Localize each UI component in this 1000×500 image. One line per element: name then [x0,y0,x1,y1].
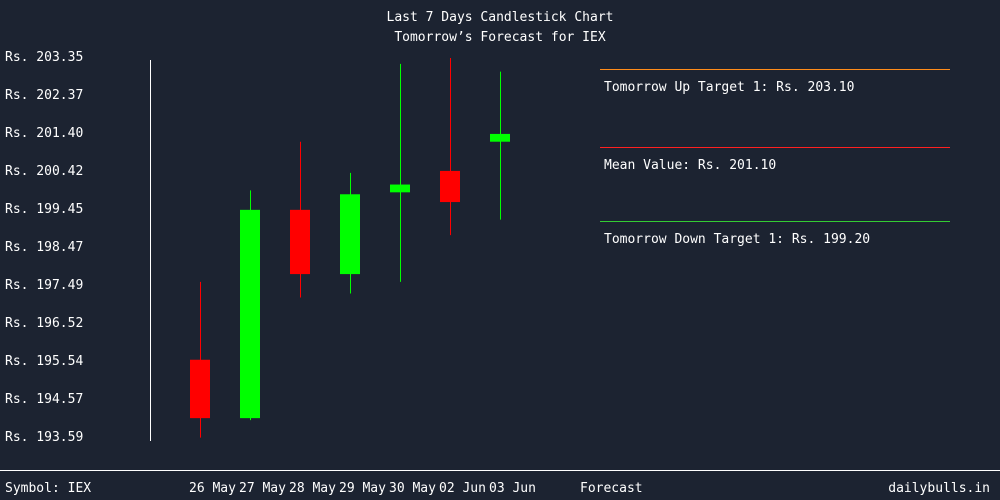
target-line-mean [600,147,950,148]
candles-group [190,58,510,438]
y-tick-label: Rs. 198.47 [5,240,84,255]
y-tick-label: Rs. 202.37 [5,88,84,103]
candle-body [240,209,260,419]
y-tick-label: Rs. 201.40 [5,126,84,141]
symbol-label: Symbol: IEX [5,481,92,496]
y-tick-label: Rs. 197.49 [5,278,84,293]
y-tick-label: Rs. 199.45 [5,202,84,217]
y-tick-label: Rs. 195.54 [5,354,84,369]
candle-body [490,133,510,142]
x-tick-label: 26 May [189,481,236,496]
candle-body [190,359,210,419]
candle-body [390,184,410,193]
y-tick-label: Rs. 194.57 [5,392,84,407]
chart-subtitle: Tomorrow’s Forecast for IEX [394,30,606,45]
x-tick-label: 30 May [389,481,436,496]
candle-body [340,194,360,275]
x-tick-label: 27 May [239,481,286,496]
y-tick-label: Rs. 193.59 [5,430,84,445]
target-label-up: Tomorrow Up Target 1: Rs. 203.10 [604,80,855,95]
y-tick-label: Rs. 196.52 [5,316,84,331]
forecast-label: Forecast [580,481,643,496]
x-tick-label: 28 May [289,481,336,496]
target-label-down: Tomorrow Down Target 1: Rs. 199.20 [604,232,871,247]
x-tick-label: 03 Jun [489,481,536,496]
candle-body [440,170,460,203]
x-tick-label: 29 May [339,481,386,496]
y-tick-label: Rs. 200.42 [5,164,84,179]
target-line-down [600,221,950,222]
y-tick-label: Rs. 203.35 [5,50,84,65]
chart-title: Last 7 Days Candlestick Chart [386,10,614,25]
x-tick-label: 02 Jun [439,481,486,496]
candle-body [290,209,310,275]
site-label: dailybulls.in [888,481,990,496]
target-label-mean: Mean Value: Rs. 201.10 [604,158,777,173]
target-line-up [600,69,950,70]
